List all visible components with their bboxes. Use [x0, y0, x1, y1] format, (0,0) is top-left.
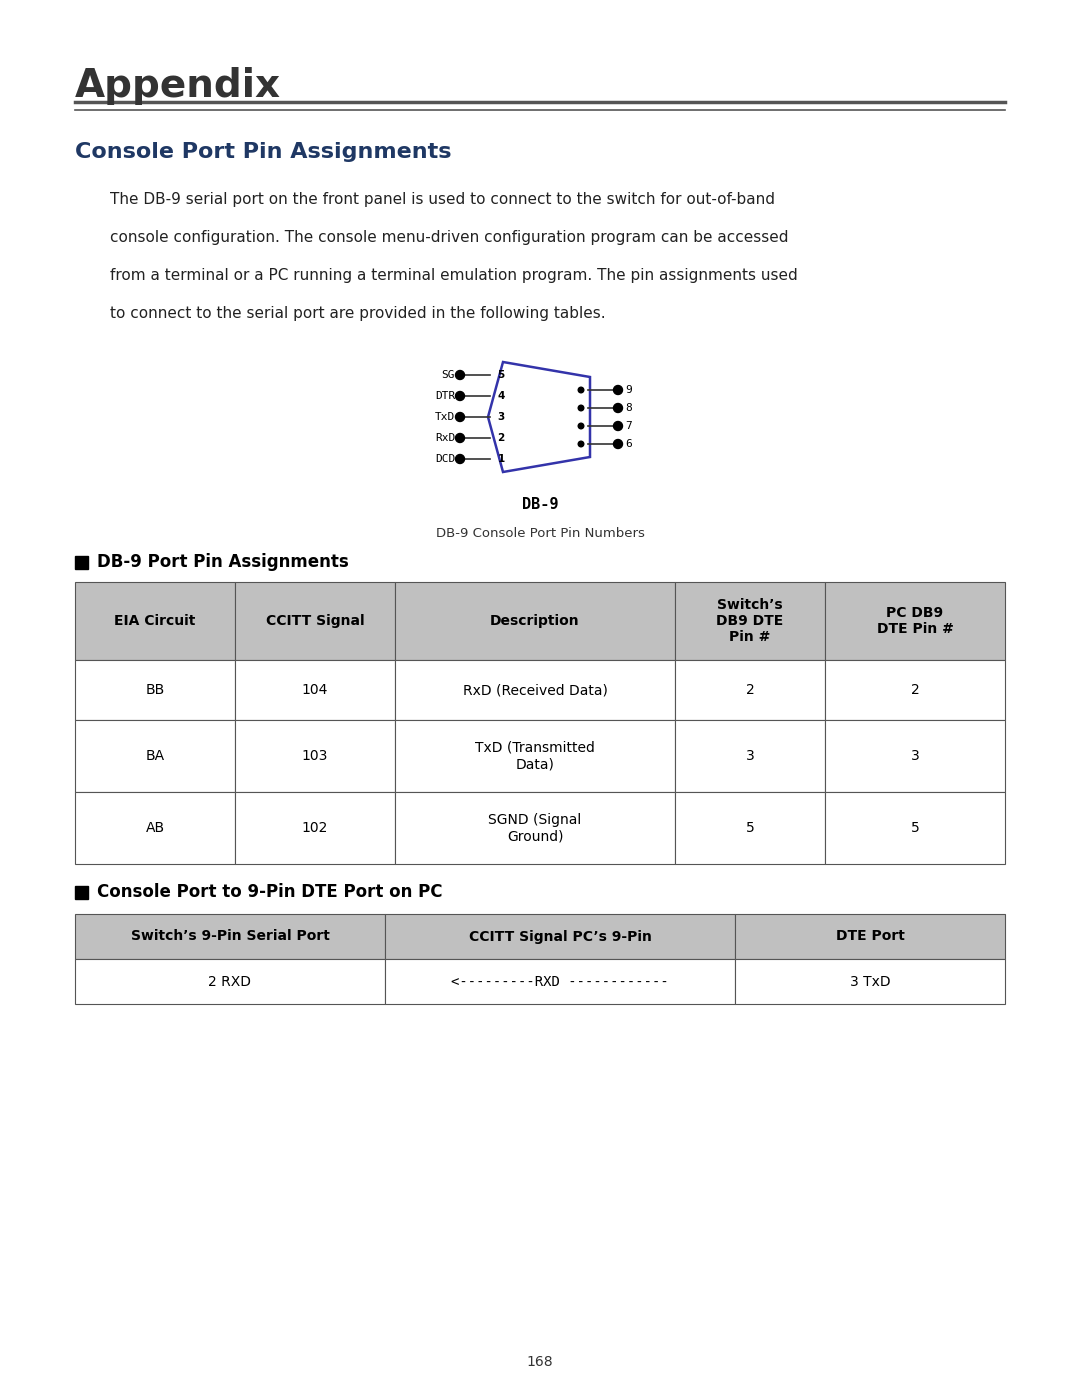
Text: 4: 4 — [497, 391, 504, 401]
FancyBboxPatch shape — [75, 914, 384, 958]
FancyBboxPatch shape — [675, 719, 825, 792]
Text: TxD (Transmitted
Data): TxD (Transmitted Data) — [475, 740, 595, 771]
Text: 5: 5 — [498, 370, 504, 380]
FancyBboxPatch shape — [384, 914, 735, 958]
FancyBboxPatch shape — [235, 719, 395, 792]
Text: <---------RXD ------------: <---------RXD ------------ — [451, 975, 669, 989]
Text: BA: BA — [146, 749, 164, 763]
Text: DB-9: DB-9 — [522, 497, 558, 511]
Text: DTR: DTR — [435, 391, 455, 401]
Circle shape — [456, 391, 464, 401]
Circle shape — [578, 423, 584, 429]
Text: RxD: RxD — [435, 433, 455, 443]
Text: DB-9 Console Port Pin Numbers: DB-9 Console Port Pin Numbers — [435, 527, 645, 541]
Text: 5: 5 — [745, 821, 754, 835]
Text: 8: 8 — [625, 402, 632, 414]
FancyBboxPatch shape — [75, 886, 87, 898]
Text: TxD: TxD — [435, 412, 455, 422]
Circle shape — [613, 404, 622, 412]
Text: 2: 2 — [498, 433, 504, 443]
FancyBboxPatch shape — [235, 583, 395, 659]
Text: EIA Circuit: EIA Circuit — [114, 615, 195, 629]
Circle shape — [456, 370, 464, 380]
Circle shape — [613, 440, 622, 448]
Text: Description: Description — [490, 615, 580, 629]
FancyBboxPatch shape — [75, 583, 235, 659]
Text: 6: 6 — [625, 439, 632, 448]
FancyBboxPatch shape — [825, 719, 1005, 792]
Text: DB-9 Port Pin Assignments: DB-9 Port Pin Assignments — [97, 553, 349, 571]
Text: CCITT Signal PC’s 9-Pin: CCITT Signal PC’s 9-Pin — [469, 929, 651, 943]
FancyBboxPatch shape — [395, 659, 675, 719]
Text: 3: 3 — [498, 412, 504, 422]
Circle shape — [613, 386, 622, 394]
FancyBboxPatch shape — [675, 792, 825, 863]
Text: console configuration. The console menu-driven configuration program can be acce: console configuration. The console menu-… — [110, 231, 788, 244]
FancyBboxPatch shape — [235, 659, 395, 719]
Text: PC DB9
DTE Pin #: PC DB9 DTE Pin # — [877, 606, 954, 636]
Text: Console Port Pin Assignments: Console Port Pin Assignments — [75, 142, 451, 162]
Text: Console Port to 9-Pin DTE Port on PC: Console Port to 9-Pin DTE Port on PC — [97, 883, 443, 901]
FancyBboxPatch shape — [735, 914, 1005, 958]
Circle shape — [578, 387, 584, 393]
Text: 102: 102 — [301, 821, 328, 835]
FancyBboxPatch shape — [675, 583, 825, 659]
FancyBboxPatch shape — [75, 659, 235, 719]
Text: DTE Port: DTE Port — [836, 929, 904, 943]
Polygon shape — [488, 362, 590, 472]
FancyBboxPatch shape — [395, 719, 675, 792]
Text: Switch’s
DB9 DTE
Pin #: Switch’s DB9 DTE Pin # — [716, 598, 784, 644]
Text: RxD (Received Data): RxD (Received Data) — [462, 683, 607, 697]
Text: 103: 103 — [301, 749, 328, 763]
Circle shape — [456, 412, 464, 422]
Text: 5: 5 — [910, 821, 919, 835]
Circle shape — [578, 441, 584, 447]
FancyBboxPatch shape — [675, 659, 825, 719]
FancyBboxPatch shape — [75, 719, 235, 792]
Text: Appendix: Appendix — [75, 67, 281, 105]
FancyBboxPatch shape — [75, 958, 384, 1004]
Text: CCITT Signal: CCITT Signal — [266, 615, 364, 629]
Text: 3: 3 — [745, 749, 754, 763]
Circle shape — [456, 454, 464, 464]
Text: 7: 7 — [625, 420, 632, 432]
Text: 1: 1 — [498, 454, 504, 464]
Text: Switch’s 9-Pin Serial Port: Switch’s 9-Pin Serial Port — [131, 929, 329, 943]
FancyBboxPatch shape — [825, 659, 1005, 719]
Text: SG: SG — [442, 370, 455, 380]
Text: 104: 104 — [301, 683, 328, 697]
FancyBboxPatch shape — [235, 792, 395, 863]
FancyBboxPatch shape — [75, 792, 235, 863]
Text: 3 TxD: 3 TxD — [850, 975, 890, 989]
FancyBboxPatch shape — [825, 792, 1005, 863]
FancyBboxPatch shape — [395, 792, 675, 863]
Text: 3: 3 — [910, 749, 919, 763]
Text: 2: 2 — [910, 683, 919, 697]
Text: 2: 2 — [745, 683, 754, 697]
Text: from a terminal or a PC running a terminal emulation program. The pin assignment: from a terminal or a PC running a termin… — [110, 268, 798, 284]
Circle shape — [613, 422, 622, 430]
FancyBboxPatch shape — [395, 583, 675, 659]
Text: BB: BB — [146, 683, 164, 697]
Text: 2 RXD: 2 RXD — [208, 975, 252, 989]
Circle shape — [456, 433, 464, 443]
Text: 168: 168 — [527, 1355, 553, 1369]
FancyBboxPatch shape — [75, 556, 87, 569]
Circle shape — [578, 405, 584, 411]
Text: to connect to the serial port are provided in the following tables.: to connect to the serial port are provid… — [110, 306, 606, 321]
FancyBboxPatch shape — [825, 583, 1005, 659]
Text: The DB-9 serial port on the front panel is used to connect to the switch for out: The DB-9 serial port on the front panel … — [110, 191, 775, 207]
Text: SGND (Signal
Ground): SGND (Signal Ground) — [488, 813, 582, 844]
FancyBboxPatch shape — [735, 958, 1005, 1004]
Text: 9: 9 — [625, 386, 632, 395]
Text: DCD: DCD — [435, 454, 455, 464]
Text: AB: AB — [146, 821, 164, 835]
FancyBboxPatch shape — [384, 958, 735, 1004]
